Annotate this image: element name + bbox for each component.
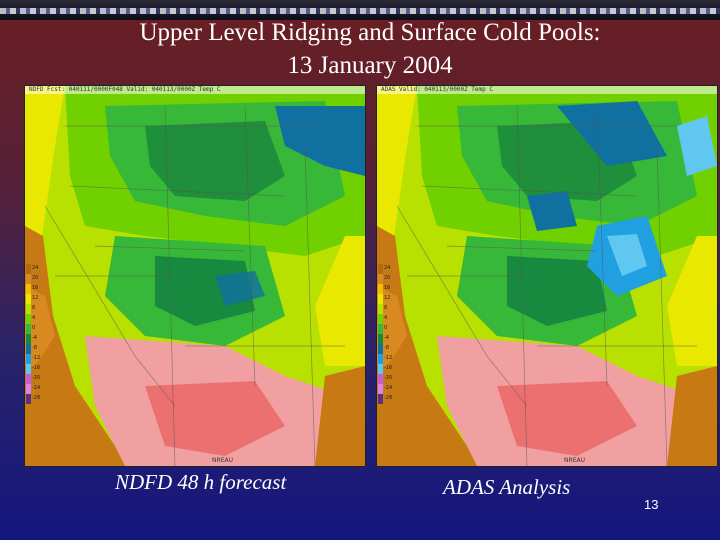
legend-label: 20 — [32, 275, 39, 281]
legend-label: 24 — [384, 265, 391, 271]
legend-swatch: 16 — [26, 284, 38, 294]
slide-title: Upper Level Ridging and Surface Cold Poo… — [0, 16, 720, 82]
legend-swatch: -8 — [26, 344, 37, 354]
legend-label: -28 — [384, 395, 393, 401]
legend-label: 0 — [384, 325, 388, 331]
legend-label: 4 — [32, 315, 36, 321]
legend-swatch: -20 — [378, 374, 392, 384]
legend-label: -20 — [32, 375, 41, 381]
legend-swatch: 12 — [378, 294, 390, 304]
legend-label: -24 — [384, 385, 393, 391]
map-header-text: ADAS Valid: 040113/0000Z Temp C — [377, 86, 717, 94]
legend-label: -4 — [384, 335, 389, 341]
legend-label: -8 — [32, 345, 37, 351]
legend-label: -12 — [384, 355, 393, 361]
legend-label: 16 — [384, 285, 391, 291]
temperature-legend: 24 20 16 12 8 4 0 -4 -8 -12 -16 -20 -24 -28 — [378, 264, 392, 404]
legend-label: -28 — [32, 395, 41, 401]
map-watermark: NREAU — [212, 457, 233, 464]
legend-swatch: 4 — [26, 314, 35, 324]
legend-label: -12 — [32, 355, 41, 361]
legend-swatch: -12 — [26, 354, 40, 364]
legend-label: -8 — [384, 345, 389, 351]
legend-swatch: -20 — [26, 374, 40, 384]
legend-label: 20 — [384, 275, 391, 281]
legend-label: 12 — [32, 295, 39, 301]
legend-label: -24 — [32, 385, 41, 391]
legend-swatch: 12 — [26, 294, 38, 304]
title-line-2: 13 January 2004 — [287, 52, 453, 79]
legend-label: -16 — [32, 365, 41, 371]
adas-analysis-map: ADAS Valid: 040113/0000Z Temp C 24 20 16 12… — [376, 85, 718, 467]
legend-swatch: -4 — [26, 334, 37, 344]
legend-label: 16 — [32, 285, 39, 291]
legend-swatch: -16 — [26, 364, 40, 374]
legend-swatch: 8 — [26, 304, 35, 314]
legend-label: -16 — [384, 365, 393, 371]
legend-swatch: -28 — [378, 394, 392, 404]
ndfd-forecast-map: NDFD Fcst: 040111/0000F048 Valid: 040113… — [24, 85, 366, 467]
legend-swatch: 0 — [378, 324, 387, 334]
legend-swatch: 20 — [26, 274, 38, 284]
legend-swatch: -8 — [378, 344, 389, 354]
legend-label: -4 — [32, 335, 37, 341]
page-number: 13 — [644, 497, 659, 512]
legend-swatch: 24 — [378, 264, 390, 274]
legend-swatch: 20 — [378, 274, 390, 284]
legend-swatch: -4 — [378, 334, 389, 344]
legend-label: 12 — [384, 295, 391, 301]
map-header-text: NDFD Fcst: 040111/0000F048 Valid: 040113… — [25, 86, 365, 94]
legend-label: 24 — [32, 265, 39, 271]
temperature-legend: 24 20 16 12 8 4 0 -4 -8 -12 -16 -20 -24 -28 — [26, 264, 40, 404]
legend-swatch: 0 — [26, 324, 35, 334]
legend-swatch: -28 — [26, 394, 40, 404]
forecast-caption: NDFD 48 h forecast — [115, 470, 287, 494]
legend-swatch: -16 — [378, 364, 392, 374]
legend-label: 4 — [384, 315, 388, 321]
legend-swatch: 4 — [378, 314, 387, 324]
map-watermark: NREAU — [564, 457, 585, 464]
analysis-caption: ADAS Analysis — [443, 475, 571, 499]
legend-swatch: -24 — [26, 384, 40, 394]
top-decorative-band — [0, 0, 720, 20]
legend-label: -20 — [384, 375, 393, 381]
title-line-1: Upper Level Ridging and Surface Cold Poo… — [139, 19, 601, 46]
legend-swatch: -12 — [378, 354, 392, 364]
legend-swatch: 16 — [378, 284, 390, 294]
forecast-temperature-field — [25, 86, 365, 466]
legend-label: 8 — [32, 305, 36, 311]
legend-swatch: 8 — [378, 304, 387, 314]
legend-swatch: -24 — [378, 384, 392, 394]
analysis-temperature-field — [377, 86, 717, 466]
legend-label: 8 — [384, 305, 388, 311]
legend-swatch: 24 — [26, 264, 38, 274]
legend-label: 0 — [32, 325, 36, 331]
